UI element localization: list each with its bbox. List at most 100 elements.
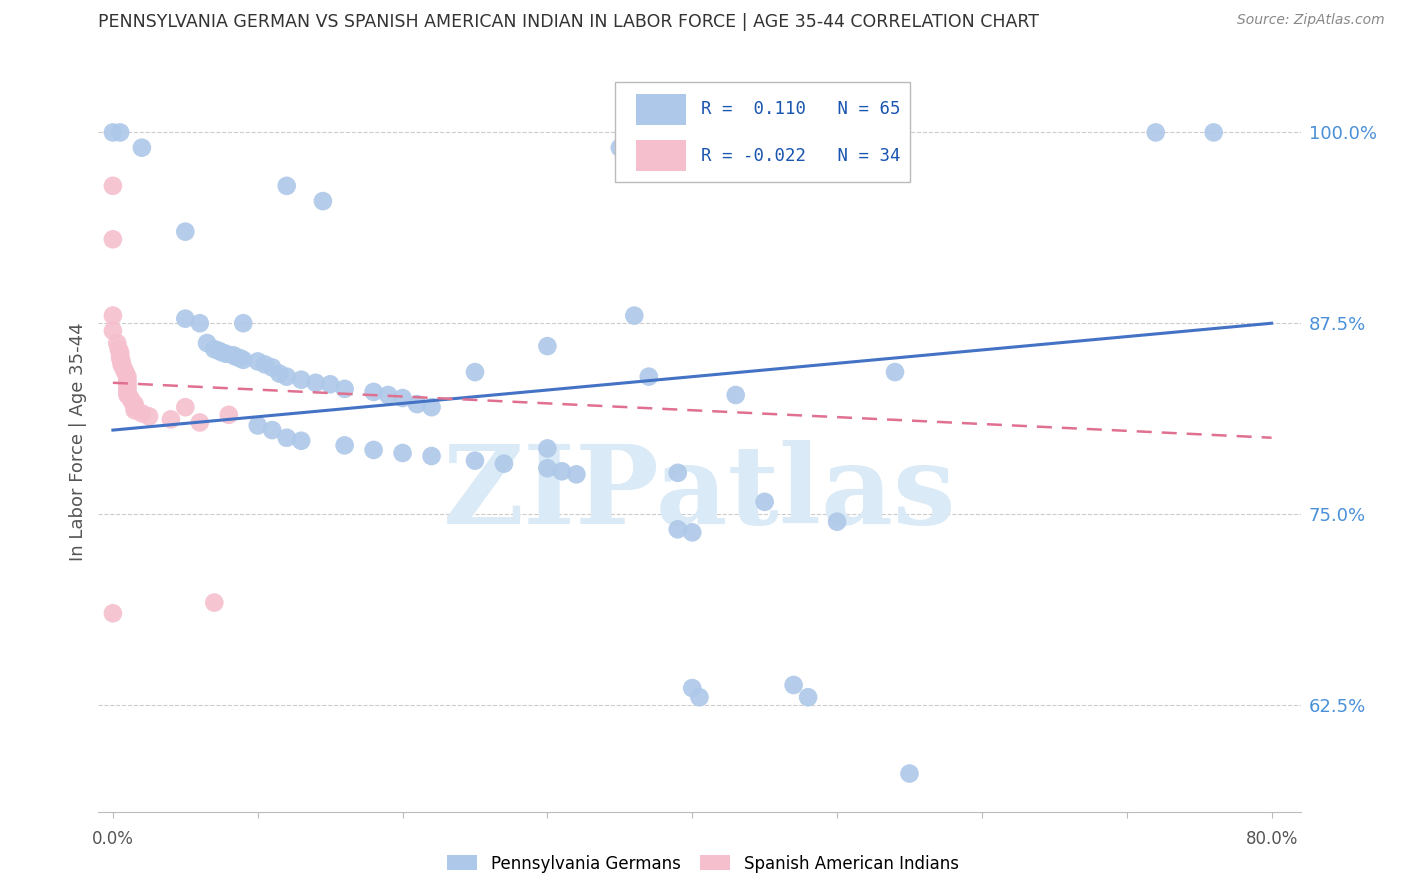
Point — [108, 348, 131, 362]
Point — [1144, 125, 1167, 139]
Point — [464, 365, 486, 379]
Point — [208, 343, 231, 358]
Point — [536, 461, 558, 475]
Legend: Pennsylvania Germans, Spanish American Indians: Pennsylvania Germans, Spanish American I… — [440, 848, 966, 880]
Text: R =  0.110   N = 65: R = 0.110 N = 65 — [700, 100, 900, 119]
Point — [117, 373, 139, 387]
Point — [884, 365, 907, 379]
Point — [232, 316, 254, 330]
Point — [211, 345, 233, 359]
Bar — [636, 94, 686, 125]
Point — [138, 409, 160, 424]
Point — [276, 178, 298, 193]
Point — [117, 382, 139, 396]
Point — [120, 391, 142, 405]
Point — [319, 377, 342, 392]
Point — [124, 400, 146, 414]
Point — [124, 403, 146, 417]
Point — [797, 690, 820, 705]
Point — [681, 525, 703, 540]
Point — [312, 194, 335, 208]
Point — [117, 369, 139, 384]
Point — [218, 408, 240, 422]
Point — [117, 388, 139, 402]
Point — [420, 400, 443, 414]
Point — [160, 412, 183, 426]
Point — [110, 354, 132, 368]
Point — [276, 369, 298, 384]
Point — [681, 681, 703, 695]
Text: R = -0.022   N = 34: R = -0.022 N = 34 — [700, 146, 900, 165]
Point — [689, 690, 711, 705]
Point — [616, 148, 638, 162]
Point — [117, 384, 139, 399]
Point — [276, 431, 298, 445]
Point — [391, 446, 413, 460]
Text: PENNSYLVANIA GERMAN VS SPANISH AMERICAN INDIAN IN LABOR FORCE | AGE 35-44 CORREL: PENNSYLVANIA GERMAN VS SPANISH AMERICAN … — [98, 13, 1039, 31]
Point — [174, 400, 197, 414]
Point — [215, 347, 238, 361]
Point — [174, 225, 197, 239]
Point — [101, 232, 124, 246]
Y-axis label: In Labor Force | Age 35-44: In Labor Force | Age 35-44 — [69, 322, 87, 561]
Point — [420, 449, 443, 463]
Point — [115, 367, 138, 381]
Point — [229, 351, 252, 366]
Point — [754, 495, 776, 509]
Point — [131, 406, 153, 420]
Point — [464, 453, 486, 467]
Point — [391, 391, 413, 405]
Point — [112, 360, 135, 375]
Point — [363, 442, 385, 457]
Point — [108, 345, 131, 359]
Point — [262, 423, 284, 437]
Point — [114, 363, 136, 377]
Point — [188, 416, 211, 430]
Point — [377, 388, 399, 402]
Point — [101, 125, 124, 139]
Point — [101, 178, 124, 193]
Point — [898, 766, 921, 780]
Text: Source: ZipAtlas.com: Source: ZipAtlas.com — [1237, 13, 1385, 28]
Point — [101, 607, 124, 621]
Point — [333, 382, 356, 396]
Point — [609, 141, 631, 155]
Point — [333, 438, 356, 452]
Text: 0.0%: 0.0% — [91, 830, 134, 848]
Point — [666, 522, 689, 536]
Text: ZIPatlas: ZIPatlas — [443, 440, 956, 547]
Point — [117, 376, 139, 390]
Point — [202, 342, 225, 356]
FancyBboxPatch shape — [616, 82, 910, 183]
Point — [305, 376, 328, 390]
Point — [188, 316, 211, 330]
Point — [108, 125, 131, 139]
Point — [131, 141, 153, 155]
Point — [492, 457, 515, 471]
Point — [121, 394, 143, 409]
Point — [565, 467, 588, 482]
Point — [246, 354, 269, 368]
Point — [105, 336, 128, 351]
Point — [222, 348, 245, 362]
Point — [536, 339, 558, 353]
Point — [117, 379, 139, 393]
Point — [108, 351, 131, 366]
Point — [110, 358, 132, 372]
Point — [782, 678, 804, 692]
Point — [195, 336, 218, 351]
Point — [724, 388, 747, 402]
Point — [107, 342, 129, 356]
Point — [290, 434, 312, 448]
Point — [202, 596, 225, 610]
Point — [623, 309, 645, 323]
Point — [825, 515, 848, 529]
Point — [246, 418, 269, 433]
Point — [253, 358, 276, 372]
Point — [101, 309, 124, 323]
Point — [536, 442, 558, 456]
Point — [1202, 125, 1225, 139]
Point — [101, 324, 124, 338]
Point — [290, 373, 312, 387]
Point — [666, 466, 689, 480]
